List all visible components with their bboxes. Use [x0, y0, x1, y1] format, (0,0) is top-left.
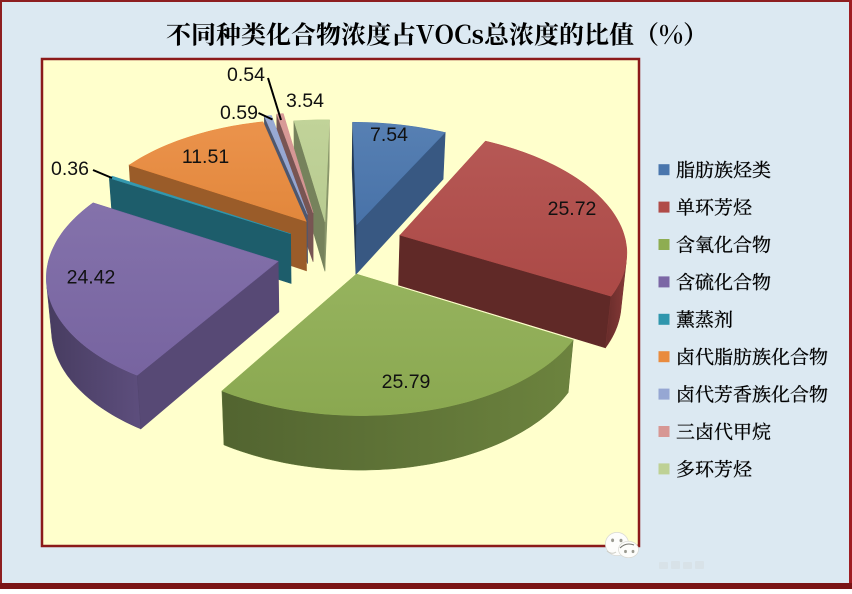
- svg-text:7.54: 7.54: [370, 124, 408, 146]
- svg-text:3.54: 3.54: [286, 90, 324, 112]
- svg-text:24.42: 24.42: [67, 267, 116, 289]
- svg-text:0.59: 0.59: [220, 102, 258, 124]
- svg-text:0.54: 0.54: [227, 64, 265, 86]
- svg-text:25.79: 25.79: [382, 371, 431, 393]
- svg-text:25.72: 25.72: [548, 198, 597, 220]
- svg-text:0.36: 0.36: [51, 158, 89, 180]
- svg-text:11.51: 11.51: [182, 146, 229, 168]
